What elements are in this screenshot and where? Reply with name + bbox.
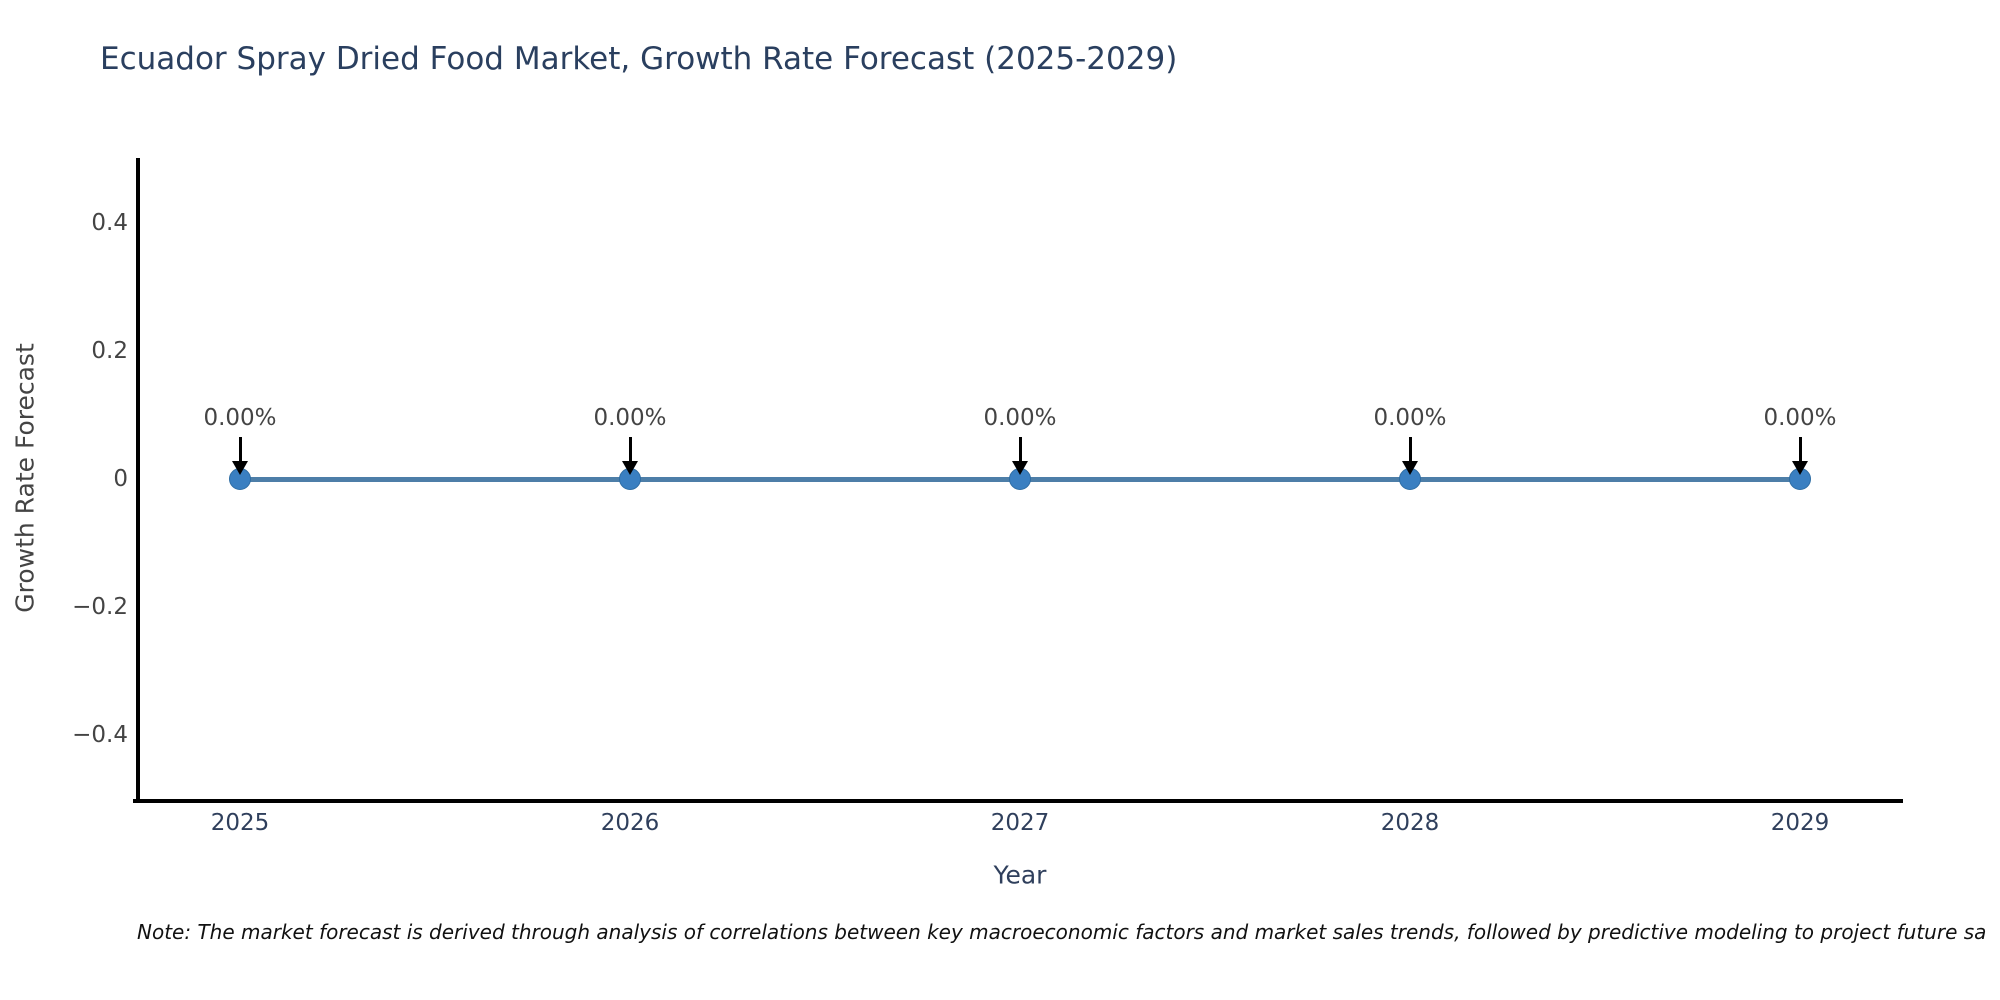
y-tick-label: 0 bbox=[113, 466, 128, 492]
point-annotation: 0.00% bbox=[593, 405, 667, 431]
annotation-arrow-shaft bbox=[1798, 437, 1802, 463]
y-tick-label: 0.2 bbox=[91, 338, 128, 364]
annotation-arrow-head bbox=[1012, 461, 1028, 475]
x-tick-label: 2026 bbox=[600, 810, 660, 836]
point-annotation: 0.00% bbox=[1763, 405, 1837, 431]
annotation-arrow-head bbox=[622, 461, 638, 475]
annotation-arrow-head bbox=[1792, 461, 1808, 475]
x-tick-label: 2025 bbox=[210, 810, 270, 836]
point-annotation: 0.00% bbox=[203, 405, 277, 431]
x-axis-spine bbox=[133, 799, 1903, 803]
x-axis-label: Year bbox=[993, 860, 1047, 890]
y-axis-spine bbox=[136, 158, 140, 803]
annotation-arrow-shaft bbox=[1408, 437, 1412, 463]
annotation-arrow-head bbox=[1402, 461, 1418, 475]
point-annotation: 0.00% bbox=[983, 405, 1057, 431]
y-axis-label: Growth Rate Forecast bbox=[10, 343, 40, 613]
x-tick-label: 2029 bbox=[1770, 810, 1830, 836]
y-tick-label: −0.4 bbox=[72, 722, 128, 748]
point-annotation: 0.00% bbox=[1373, 405, 1447, 431]
footnote: Note: The market forecast is derived thr… bbox=[137, 920, 1987, 944]
y-tick-label: 0.4 bbox=[91, 210, 128, 236]
annotation-arrow-shaft bbox=[628, 437, 632, 463]
annotation-arrow-shaft bbox=[1018, 437, 1022, 463]
x-tick-label: 2028 bbox=[1380, 810, 1440, 836]
y-tick-label: −0.2 bbox=[72, 594, 128, 620]
annotation-arrow-shaft bbox=[238, 437, 242, 463]
x-tick-label: 2027 bbox=[990, 810, 1050, 836]
chart-title: Ecuador Spray Dried Food Market, Growth … bbox=[100, 41, 1178, 77]
annotation-arrow-head bbox=[232, 461, 248, 475]
